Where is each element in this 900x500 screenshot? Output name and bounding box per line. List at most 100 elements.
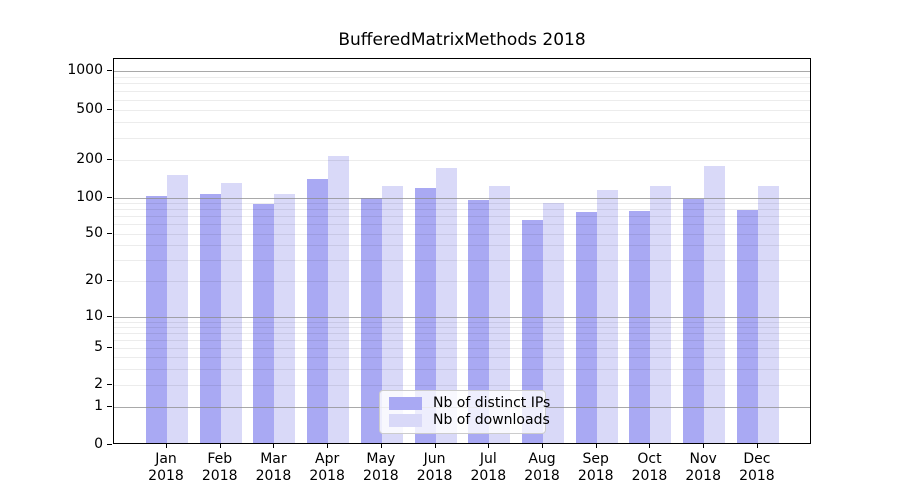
x-tick-label: Nov 2018 [685,451,721,484]
y-tick-label: 10 [85,308,103,324]
gridline-minor [114,245,810,247]
bar-downloads [220,183,242,443]
bar-downloads [757,185,779,443]
legend-swatch-distinct-ips [389,397,422,410]
bar-distinct-ips [736,209,758,443]
bar-downloads [704,165,726,443]
gridline-minor [114,216,810,218]
legend-label-downloads: Nb of downloads [433,412,550,428]
x-tick-label: Dec 2018 [739,451,775,484]
x-tick-label: Sep 2018 [577,451,614,484]
y-axis-tick [107,108,112,110]
x-axis-tick [703,444,705,448]
x-tick-label: Mar 2018 [255,451,292,484]
legend-swatch-downloads [389,414,422,427]
gridline-minor [114,281,810,282]
gridline-minor [114,203,810,205]
x-tick-label: Jun 2018 [416,451,453,484]
gridline-minor [114,234,810,235]
x-axis-tick [380,444,382,448]
gridline-minor [114,348,810,349]
x-axis-tick [219,444,221,448]
x-axis-tick [434,444,436,448]
gridline-major [114,71,810,72]
gridline-minor [114,83,810,85]
x-tick-label: Apr 2018 [309,451,345,484]
x-axis-tick [756,444,758,448]
bar-downloads [543,202,565,443]
legend: Nb of distinct IPs Nb of downloads [379,390,550,434]
bar-distinct-ips [146,195,167,443]
legend-label-distinct-ips: Nb of distinct IPs [433,395,551,411]
x-axis-tick [273,444,275,448]
bar-distinct-ips [522,219,544,443]
y-tick-label: 20 [85,272,103,288]
gridline-minor [114,90,810,92]
gridline-major [114,197,810,199]
bar-downloads [650,186,672,443]
y-tick-label: 200 [76,150,103,167]
x-axis-tick [166,444,167,448]
bar-downloads [167,175,188,443]
x-tick-label: Jan 2018 [148,451,184,484]
gridline-minor [114,385,810,386]
bar-distinct-ips [199,194,221,443]
y-tick-label: 0 [94,436,103,452]
bar-distinct-ips [414,187,436,443]
chart-title: BufferedMatrixMethods 2018 [338,30,586,50]
x-tick-label: Jul 2018 [470,451,507,484]
y-tick-label: 5 [94,339,103,355]
x-axis-tick [649,444,651,448]
y-tick-label: 50 [85,225,103,241]
bar-distinct-ips [360,197,382,443]
x-tick-label: Feb 2018 [201,451,238,484]
bar-distinct-ips [307,179,329,443]
y-tick-label: 500 [76,100,103,117]
gridline-major [114,317,810,318]
bar-downloads [274,194,296,443]
y-axis-tick [107,347,112,348]
y-axis-tick [107,316,112,317]
gridline-minor [114,332,810,334]
gridline-minor [114,326,810,328]
bar-distinct-ips [575,212,597,443]
bar-downloads [596,190,618,443]
bar-distinct-ips [253,204,275,443]
y-axis-tick [107,233,112,234]
bar-distinct-ips [468,199,490,443]
y-axis-tick [107,158,112,160]
x-tick-label: Oct 2018 [631,451,668,484]
x-tick-label: May 2018 [363,451,399,484]
gridline-minor [114,260,810,262]
y-tick-label: 1000 [67,62,103,78]
gridline-minor [114,121,810,123]
plot-area [113,58,811,444]
gridline-minor [114,368,810,370]
x-axis-tick [488,444,490,448]
y-axis-tick [107,384,112,385]
gridline-minor [114,321,810,323]
bar-downloads [328,156,350,443]
y-axis-tick [107,444,112,445]
gridline-minor [114,109,810,111]
gridline-minor [114,76,810,78]
gridline-minor [114,339,810,341]
gridline-minor [114,209,810,211]
gridline-minor [114,357,810,358]
y-axis-tick [107,70,112,71]
x-axis-tick [327,444,329,448]
bar-downloads [381,185,403,443]
x-axis-tick [542,444,544,448]
bar-downloads [489,185,511,443]
bar-downloads [435,168,457,443]
gridline-minor [114,224,810,226]
x-tick-label: Aug 2018 [524,451,560,484]
gridline-minor [114,99,810,101]
y-axis-tick [107,196,112,198]
x-axis-tick [595,444,597,448]
legend-item-downloads: Nb of downloads [389,413,550,428]
y-tick-label: 1 [94,398,103,414]
gridline-minor [114,159,810,161]
legend-item-distinct-ips: Nb of distinct IPs [389,396,550,411]
